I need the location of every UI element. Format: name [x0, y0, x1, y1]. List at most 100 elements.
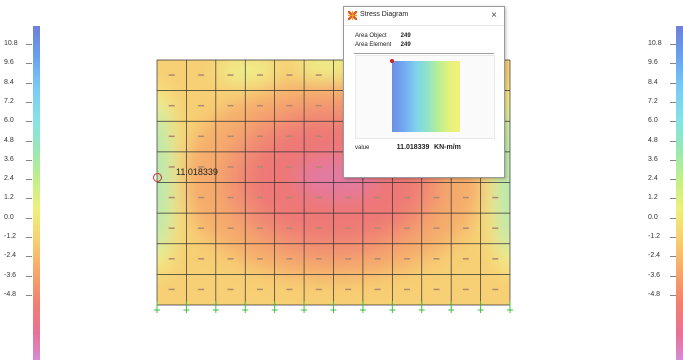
element-label-mark	[492, 227, 499, 229]
scale-tick-label: 2.4	[648, 175, 658, 183]
element-label-mark	[315, 74, 322, 76]
dialog-titlebar[interactable]: Stress Diagram ×	[344, 7, 504, 26]
element-label-mark	[168, 135, 175, 138]
scale-tick-mark	[670, 63, 676, 65]
element-label-mark	[256, 227, 263, 229]
scale-tick-mark	[26, 275, 32, 277]
divider	[354, 53, 494, 54]
support-icon	[330, 301, 337, 313]
element-label-mark	[345, 288, 352, 291]
element-label-mark	[404, 258, 411, 260]
stress-diagram-dialog: Stress Diagram × Area Object 249 Area El…	[343, 6, 505, 178]
stress-contour-plot[interactable]	[154, 59, 513, 313]
support-icon	[389, 301, 396, 313]
scale-tick-label: 9.6	[648, 59, 658, 67]
scale-tick-label: 6.0	[648, 117, 658, 125]
scale-tick-label: 3.6	[4, 155, 14, 163]
element-label-mark	[374, 288, 381, 291]
scale-tick-label: 10.8	[648, 40, 662, 47]
element-label-mark	[198, 196, 205, 199]
scale-tick-label: 7.2	[648, 97, 658, 105]
value-row: value 11.018339 KN-m/m	[355, 144, 461, 151]
element-label-mark	[198, 135, 205, 138]
element-label-mark	[374, 227, 381, 229]
dialog-title: Stress Diagram	[360, 11, 409, 18]
scale-tick-label: -4.8	[4, 290, 17, 298]
scale-tick-mark	[670, 101, 676, 103]
scale-tick-mark	[26, 159, 32, 161]
stress-unit: KN-m/m	[434, 144, 461, 151]
element-label-mark	[227, 135, 234, 138]
element-label-mark	[286, 196, 293, 199]
element-label-mark	[374, 196, 381, 199]
support-icon	[448, 301, 455, 313]
scale-tick-label: 8.4	[648, 78, 658, 86]
scale-tick-label: 8.4	[4, 78, 14, 86]
color-scale-right: 10.8 9.6 8.4 7.2 6.0 4.8 3.6 2.4 1.2 0.0 -1.2 -2.4 -…	[643, 0, 683, 362]
element-label-mark	[286, 227, 293, 229]
element-label-mark	[256, 258, 263, 260]
scale-tick-mark	[26, 101, 32, 103]
element-label-mark	[227, 258, 234, 260]
scale-tick-label: 3.6	[648, 155, 658, 163]
element-stress-preview	[355, 55, 495, 139]
element-label-mark	[168, 104, 175, 107]
scale-tick-label: -1.2	[648, 233, 661, 240]
element-label-mark	[227, 227, 234, 229]
color-scale-bar	[676, 26, 683, 360]
close-button[interactable]: ×	[491, 10, 497, 21]
stress-value: 11.018339	[396, 144, 430, 151]
element-label-mark	[374, 258, 381, 260]
scale-tick-label: -3.6	[648, 271, 661, 279]
area-object-label: Area Object	[355, 33, 387, 39]
element-label-mark	[286, 288, 293, 291]
element-label-mark	[227, 104, 234, 107]
scale-tick-label: -3.6	[4, 271, 17, 279]
element-label-mark	[404, 288, 411, 291]
scale-tick-label: 10.8	[4, 40, 18, 47]
scale-tick-mark	[26, 256, 32, 258]
element-label-mark	[198, 74, 205, 76]
element-label-mark	[492, 288, 499, 291]
scale-tick-label: 7.2	[4, 97, 14, 105]
element-label-mark	[256, 196, 263, 199]
support-icon	[359, 301, 366, 313]
element-label-mark	[227, 196, 234, 199]
support-icon	[301, 301, 308, 313]
selection-marker-icon	[153, 173, 162, 182]
scale-tick-mark	[26, 179, 32, 181]
support-icon	[271, 301, 278, 313]
element-label-mark	[462, 258, 469, 260]
element-label-mark	[492, 258, 499, 260]
element-label-mark	[227, 166, 234, 168]
scale-tick-label: 1.2	[4, 194, 14, 202]
element-label-mark	[315, 227, 322, 229]
element-label-mark	[404, 227, 411, 229]
scale-tick-mark	[670, 121, 676, 123]
scale-tick-mark	[670, 198, 676, 200]
scale-tick-label: 4.8	[4, 136, 14, 144]
element-label-mark	[168, 258, 175, 260]
callout-value: 11.018339	[176, 167, 218, 177]
scale-tick-label: -2.4	[648, 252, 661, 260]
support-icon	[477, 301, 484, 313]
element-label-mark	[433, 288, 440, 291]
element-label-mark	[462, 227, 469, 229]
element-label-mark	[433, 196, 440, 199]
element-label-mark	[198, 258, 205, 260]
scale-tick-label: -2.4	[4, 252, 17, 260]
scale-tick-mark	[670, 82, 676, 84]
element-label-mark	[256, 166, 263, 168]
element-label-mark	[198, 288, 205, 291]
scale-tick-label: 2.4	[4, 175, 14, 183]
scale-tick-mark	[26, 63, 32, 65]
scale-tick-label: 4.8	[648, 136, 658, 144]
scale-tick-mark	[26, 198, 32, 200]
element-label-mark	[227, 288, 234, 291]
scale-tick-mark	[670, 159, 676, 161]
scale-tick-label: 1.2	[648, 194, 658, 202]
element-label-mark	[286, 104, 293, 107]
element-label-mark	[198, 227, 205, 229]
color-scale-bar	[33, 26, 40, 360]
color-scale-left: 10.8 9.6 8.4 7.2 6.0 4.8 3.6 2.4 1.2 0.0 -1.2 -2.4 -…	[0, 0, 40, 362]
